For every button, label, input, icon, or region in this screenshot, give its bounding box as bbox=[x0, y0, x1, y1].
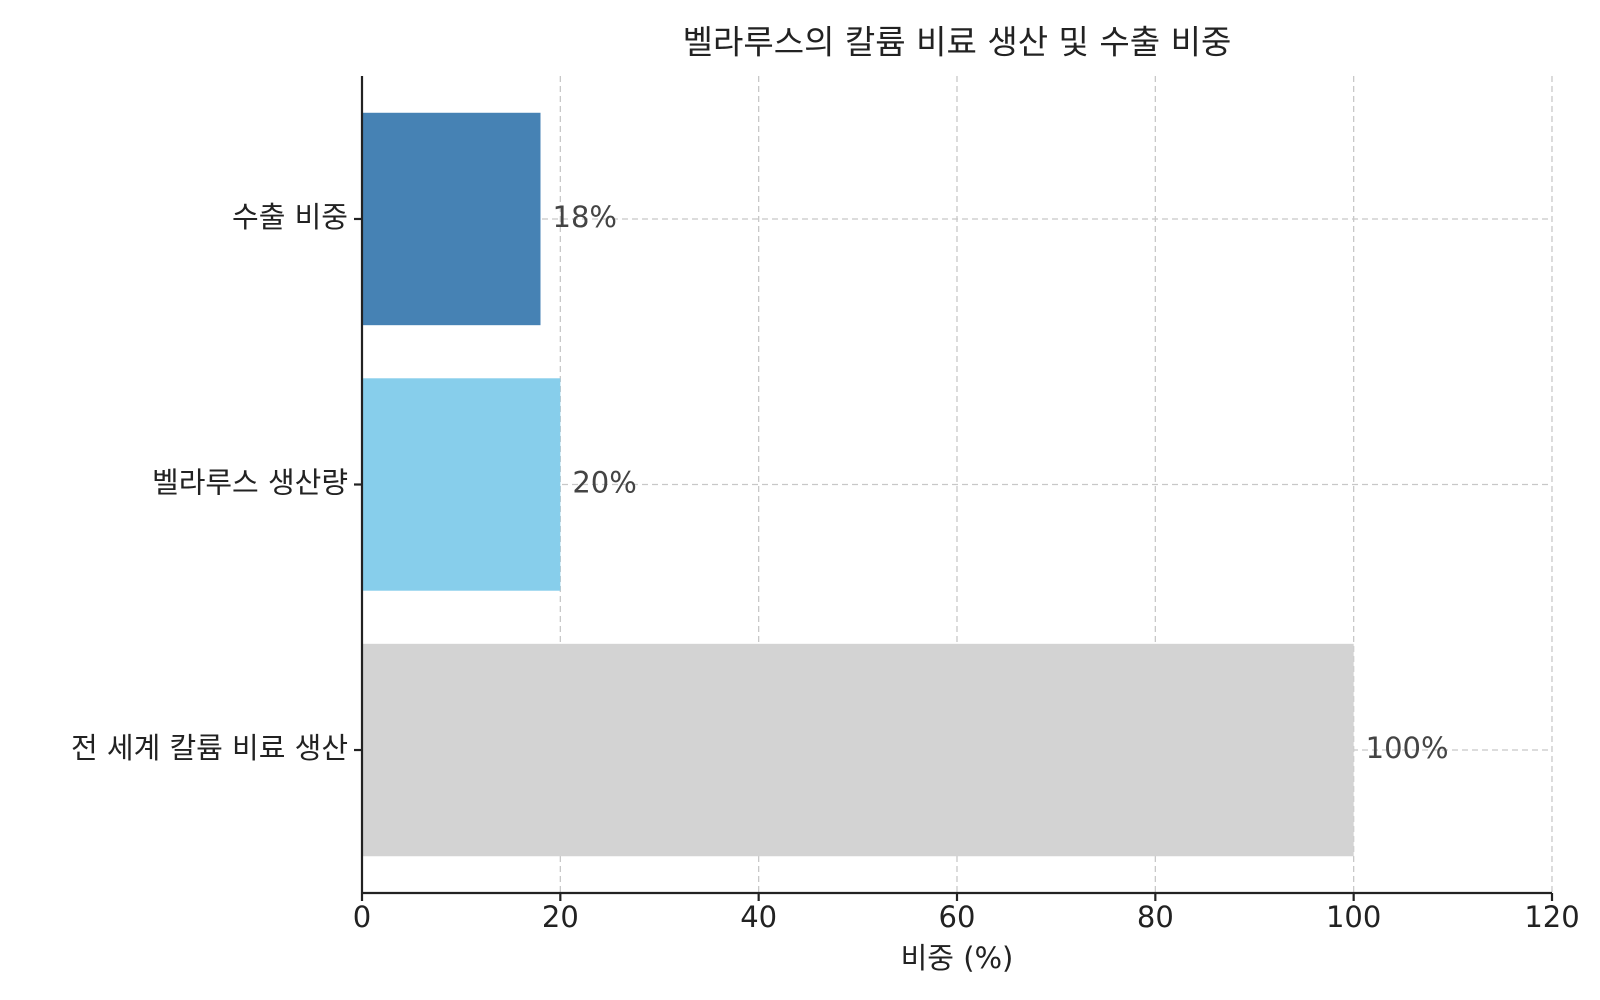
x-tick-label: 20 bbox=[542, 900, 579, 934]
y-tick-label: 수출 비중 bbox=[232, 200, 348, 234]
x-tick-label: 60 bbox=[939, 900, 976, 934]
y-tick-label: 벨라루스 생산량 bbox=[152, 466, 348, 500]
bar bbox=[362, 378, 561, 591]
value-label: 18% bbox=[553, 200, 617, 234]
x-tick-label: 0 bbox=[353, 900, 371, 934]
bar bbox=[362, 643, 1354, 857]
x-tick-label: 80 bbox=[1137, 900, 1174, 934]
x-tick-label: 100 bbox=[1326, 900, 1381, 934]
value-label: 20% bbox=[572, 466, 636, 500]
y-tick-label: 전 세계 칼륨 비료 생산 bbox=[71, 731, 348, 765]
x-axis-label: 비중 (%) bbox=[901, 941, 1014, 975]
x-tick-label: 120 bbox=[1524, 900, 1579, 934]
x-tick-label: 40 bbox=[740, 900, 777, 934]
chart-title: 벨라루스의 칼륨 비료 생산 및 수출 비중 bbox=[683, 23, 1232, 62]
bar bbox=[362, 112, 541, 326]
value-label: 100% bbox=[1366, 731, 1449, 765]
